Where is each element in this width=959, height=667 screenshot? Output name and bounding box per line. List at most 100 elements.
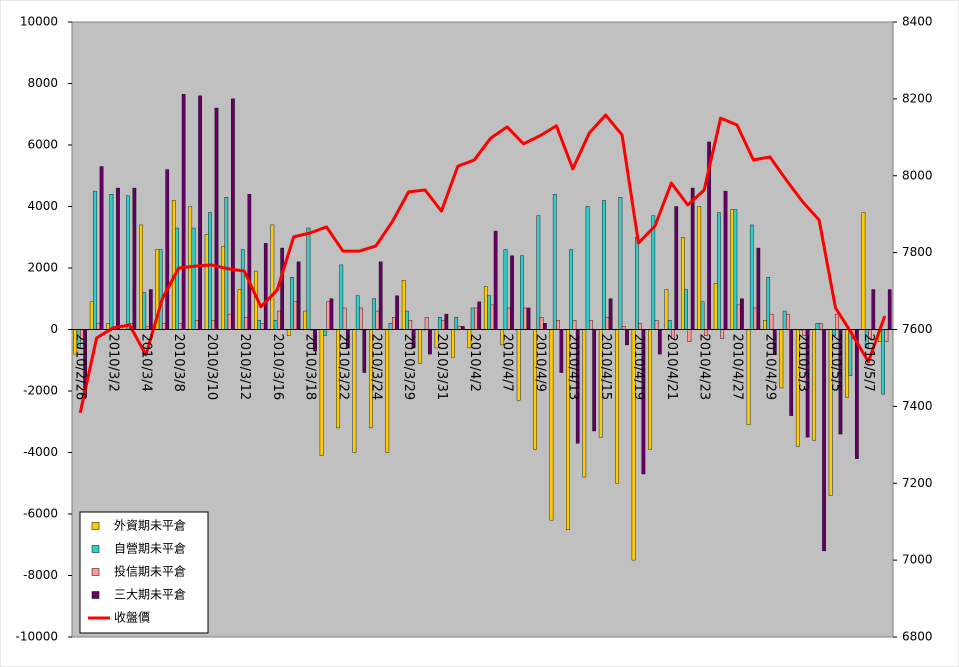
bar [582, 329, 587, 478]
bar [720, 329, 725, 339]
bar [221, 246, 225, 330]
bar [428, 329, 432, 355]
x-tick-label: 2010/4/2 [467, 334, 482, 392]
bar [674, 206, 679, 330]
bar [664, 289, 669, 330]
y-tick-label: -2000 [23, 384, 58, 398]
bar [887, 289, 892, 330]
bar [89, 301, 94, 330]
bar [549, 329, 554, 521]
bar [697, 206, 702, 330]
bar [247, 193, 252, 330]
legend-swatch [91, 568, 100, 576]
bar [142, 292, 147, 330]
bar [789, 329, 794, 416]
y-tick-label: 6000 [27, 138, 58, 152]
bar [526, 307, 531, 330]
y-tick-label: -8000 [23, 568, 58, 582]
bar [552, 193, 557, 330]
bar [181, 94, 186, 330]
bar [490, 304, 495, 330]
bar [815, 323, 820, 330]
x-tick-label: 2010/3/2 [106, 334, 121, 392]
y2-tick-label: 8000 [902, 168, 933, 182]
bar [818, 323, 823, 330]
bar [569, 249, 574, 330]
bar [483, 286, 488, 330]
bar [211, 320, 216, 330]
legend-label: 外資期未平倉 [114, 518, 186, 533]
bar [388, 323, 393, 330]
y2-tick-label: 7400 [902, 399, 933, 413]
bar [730, 209, 734, 330]
bar [96, 323, 101, 330]
bar [556, 320, 560, 330]
bar [270, 224, 275, 330]
bar [293, 301, 298, 330]
bar [178, 323, 183, 330]
y-tick-label: -10000 [15, 630, 58, 644]
bar [323, 329, 327, 336]
bar [786, 313, 790, 330]
bar [405, 310, 409, 330]
bar [516, 329, 521, 401]
bar [559, 329, 564, 373]
y2-tick-label: 7800 [902, 245, 933, 259]
y-tick-label: -4000 [23, 445, 58, 459]
bar [132, 187, 137, 330]
bar [845, 329, 849, 398]
bar [625, 329, 629, 346]
x-tick-label: 2010/2/26 [73, 334, 88, 401]
bar [451, 329, 455, 358]
x-tick-label: 2010/3/29 [401, 334, 416, 401]
bar [214, 107, 219, 330]
bar [766, 277, 771, 330]
bar [884, 329, 889, 343]
bar [723, 190, 728, 330]
bar [158, 249, 163, 330]
y-tick-label: 2000 [27, 261, 58, 275]
bar [424, 317, 429, 330]
y2-tick-label: 8400 [902, 15, 933, 29]
bar [749, 224, 754, 330]
bar [589, 320, 593, 330]
bar [506, 307, 511, 330]
bar [260, 323, 265, 330]
bar [618, 197, 623, 330]
x-tick-label: 2010/3/4 [138, 334, 153, 392]
x-tick-label: 2010/4/23 [697, 334, 712, 401]
bar [194, 320, 199, 330]
bar [592, 329, 596, 432]
legend-swatch [91, 522, 100, 530]
x-tick-label: 2010/4/27 [730, 334, 745, 401]
bar [779, 329, 784, 389]
bar [812, 329, 817, 441]
y-tick-label: 0 [50, 322, 58, 336]
bar [93, 190, 97, 330]
y2-tick-label: 7000 [902, 553, 933, 567]
x-tick-label: 2010/3/31 [434, 334, 449, 401]
bar [401, 280, 406, 330]
bar [700, 301, 705, 330]
x-tick-label: 2010/3/24 [368, 334, 383, 401]
line [78, 113, 887, 414]
bar [733, 209, 738, 330]
bar [651, 215, 656, 330]
bar [359, 307, 363, 330]
legend-box [79, 511, 209, 634]
bar [224, 197, 229, 330]
bar [855, 329, 859, 459]
bar [286, 329, 291, 336]
y-tick-label: 8000 [27, 76, 58, 90]
bar [684, 289, 688, 330]
bar [657, 329, 662, 355]
bar [520, 255, 524, 330]
bar [362, 329, 367, 373]
bar [231, 98, 235, 330]
bar [654, 320, 659, 330]
x-tick-label: 2010/3/10 [204, 334, 219, 401]
bar [510, 255, 514, 330]
bar [237, 289, 242, 330]
bar [667, 320, 672, 330]
